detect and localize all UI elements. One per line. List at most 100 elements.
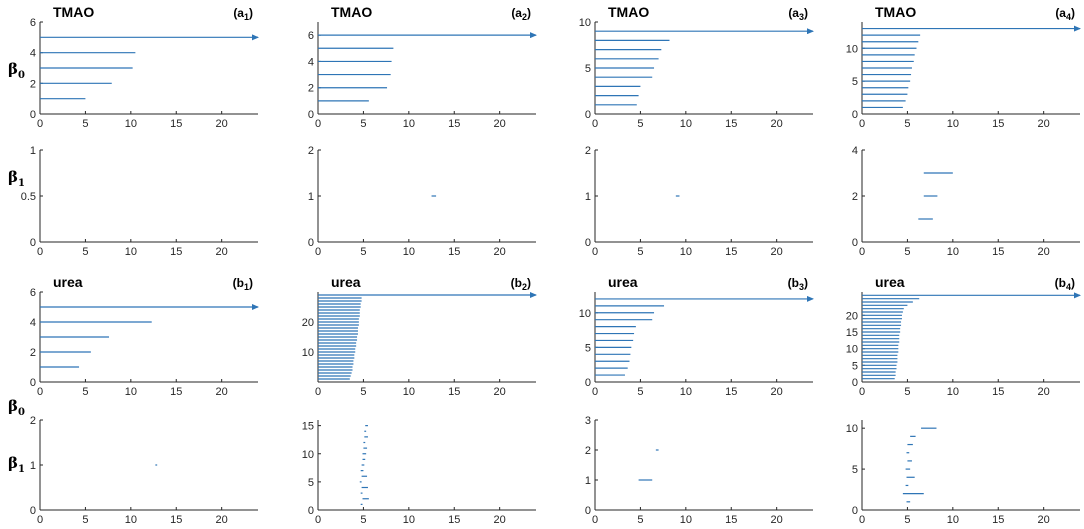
x-tick-label: 20	[771, 246, 783, 258]
panel-label: (b2)	[511, 276, 531, 292]
x-tick-label: 20	[1038, 246, 1050, 258]
x-tick-label: 15	[170, 514, 182, 526]
x-tick-label: 20	[494, 118, 506, 130]
x-tick-label: 5	[82, 386, 88, 398]
x-tick-label: 10	[125, 246, 137, 258]
x-tick-label: 10	[680, 246, 692, 258]
y-tick-label: 1	[308, 191, 314, 203]
y-tick-label: 0	[308, 237, 314, 249]
x-tick-label: 15	[992, 386, 1004, 398]
x-tick-label: 5	[637, 386, 643, 398]
panel-label: (a1)	[233, 6, 253, 22]
y-tick-label: 2	[308, 83, 314, 95]
x-tick-label: 0	[315, 514, 321, 526]
y-tick-label: 2	[852, 191, 858, 203]
x-tick-label: 5	[637, 246, 643, 258]
x-tick-label: 15	[448, 246, 460, 258]
x-tick-label: 0	[315, 118, 321, 130]
y-tick-label: 1	[30, 460, 36, 472]
y-tick-label: 4	[30, 317, 36, 329]
y-tick-label: 5	[852, 360, 858, 372]
y-tick-label: 2	[585, 445, 591, 457]
panel-label: (b3)	[788, 276, 808, 292]
x-tick-label: 10	[680, 514, 692, 526]
x-tick-label: 0	[37, 118, 43, 130]
y-tick-label: 4	[852, 145, 858, 157]
panel-3-2: 0 5 10 15 20 10 20 urea (b2)	[302, 274, 537, 398]
x-tick-label: 0	[37, 386, 43, 398]
row-label-beta1-bottom: β1	[8, 454, 25, 475]
x-tick-label: 15	[725, 514, 737, 526]
x-tick-label: 5	[637, 118, 643, 130]
x-tick-label: 5	[360, 386, 366, 398]
x-tick-label: 0	[592, 246, 598, 258]
x-tick-label: 10	[680, 118, 692, 130]
panel-label: (a3)	[788, 6, 808, 22]
y-tick-label: 0	[585, 109, 591, 121]
x-tick-label: 15	[725, 118, 737, 130]
y-tick-label: 10	[579, 17, 591, 29]
x-tick-label: 0	[315, 246, 321, 258]
panel-1-4: 0 5 10 15 20 0 5 10 TMAO (a4)	[846, 4, 1081, 130]
x-tick-label: 5	[360, 246, 366, 258]
y-tick-label: 10	[846, 43, 858, 55]
panel-label: (a2)	[511, 6, 531, 22]
x-tick-label: 20	[216, 514, 228, 526]
panel-1-3: 0 5 10 15 20 0 5 10 TMAO (a3)	[579, 4, 814, 130]
x-tick-label: 10	[680, 386, 692, 398]
x-tick-label: 20	[216, 386, 228, 398]
x-tick-label: 15	[992, 514, 1004, 526]
panel-label: (b4)	[1055, 276, 1075, 292]
x-tick-label: 15	[725, 386, 737, 398]
panel-3-1: 0 5 10 15 20 0 2 4 6 urea (b1)	[30, 274, 259, 398]
panel-title: urea	[875, 274, 905, 290]
x-tick-label: 10	[947, 246, 959, 258]
x-tick-label: 0	[592, 514, 598, 526]
x-tick-label: 5	[360, 118, 366, 130]
x-tick-label: 10	[125, 514, 137, 526]
panel-4-2: 0 5 10 15 20 0 5 10 15	[302, 420, 536, 526]
row-label-beta1-top: β1	[8, 168, 25, 189]
x-tick-label: 5	[82, 246, 88, 258]
panel-2-2: 0 5 10 15 20 0 1 2	[308, 145, 536, 258]
x-tick-label: 10	[403, 514, 415, 526]
y-tick-label: 0	[585, 377, 591, 389]
x-tick-label: 0	[592, 118, 598, 130]
x-tick-label: 15	[448, 514, 460, 526]
x-tick-label: 5	[904, 514, 910, 526]
row-label-beta0-top: β0	[8, 60, 25, 81]
y-tick-label: 4	[30, 48, 36, 60]
panel-4-1: 0 5 10 15 20 0 1 2	[30, 415, 258, 526]
y-tick-label: 2	[30, 347, 36, 359]
panel-label: (a4)	[1055, 6, 1075, 22]
y-tick-label: 10	[579, 308, 591, 320]
y-tick-label: 1	[30, 145, 36, 157]
x-tick-label: 10	[125, 118, 137, 130]
y-tick-label: 10	[302, 347, 314, 359]
x-tick-label: 15	[448, 386, 460, 398]
x-tick-label: 20	[1038, 118, 1050, 130]
y-tick-label: 15	[302, 421, 314, 433]
x-tick-label: 10	[125, 386, 137, 398]
x-tick-label: 20	[771, 386, 783, 398]
y-tick-label: 1	[585, 191, 591, 203]
y-tick-label: 0	[308, 109, 314, 121]
y-tick-label: 6	[30, 287, 36, 299]
x-tick-label: 20	[1038, 514, 1050, 526]
panel-2-3: 0 5 10 15 20 0 1 2	[585, 145, 813, 258]
y-tick-label: 6	[30, 17, 36, 29]
y-tick-label: 0	[852, 505, 858, 517]
y-tick-label: 15	[846, 327, 858, 339]
y-tick-label: 0	[30, 377, 36, 389]
x-tick-label: 20	[771, 118, 783, 130]
x-tick-label: 15	[992, 118, 1004, 130]
y-tick-label: 20	[846, 310, 858, 322]
panel-4-4: 0 5 10 15 20 0 5 10	[846, 420, 1080, 526]
panel-title: TMAO	[331, 4, 372, 20]
y-tick-label: 2	[308, 145, 314, 157]
x-tick-label: 20	[494, 514, 506, 526]
y-tick-label: 2	[585, 145, 591, 157]
x-tick-label: 10	[947, 514, 959, 526]
y-tick-label: 5	[308, 477, 314, 489]
